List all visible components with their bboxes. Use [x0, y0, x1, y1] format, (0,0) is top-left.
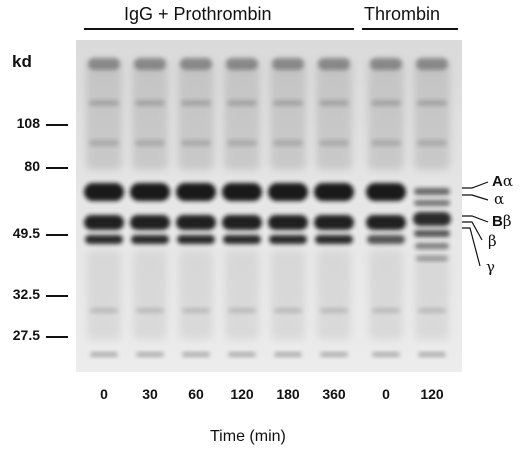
- mw-label-49-5: 49.5: [12, 225, 40, 241]
- gel-lane-7: [366, 58, 406, 357]
- mw-unit-label: kd: [12, 52, 32, 71]
- mw-label-80: 80: [24, 158, 40, 174]
- mw-tick-27-5: [46, 336, 68, 338]
- chain-pointer-lines: [462, 181, 489, 267]
- chain-label-beta: β: [488, 232, 497, 250]
- mw-tick-108: [46, 124, 68, 126]
- gel-lane-1: [84, 58, 124, 357]
- gel-lane-5: [268, 58, 308, 357]
- gel-lane-6: [314, 58, 354, 357]
- lane-label-30: 30: [142, 386, 158, 402]
- lane-label-0: 0: [100, 386, 108, 402]
- gel-lane-3: [176, 58, 216, 357]
- lane-label-120: 120: [230, 386, 254, 402]
- lane-label-thrombin-120: 120: [420, 386, 444, 402]
- mw-tick-80: [46, 167, 68, 169]
- chain-label-gamma: γ: [486, 258, 495, 276]
- group-bracket-thrombin: [362, 28, 458, 30]
- chain-label-b-beta: Bβ: [492, 212, 512, 230]
- mw-tick-32-5: [46, 295, 68, 297]
- chain-label-alpha: α: [494, 190, 505, 208]
- gel-image: [76, 40, 462, 372]
- group-label-igg-prothrombin: IgG + Prothrombin: [124, 4, 272, 24]
- gel-lane-4: [222, 58, 262, 357]
- gel-lane-8: [413, 58, 451, 357]
- x-axis-title: Time (min): [210, 428, 286, 445]
- mw-label-108: 108: [16, 115, 40, 131]
- mw-label-32-5: 32.5: [12, 286, 40, 302]
- lane-label-360: 360: [322, 386, 346, 402]
- mw-tick-49-5: [46, 234, 68, 236]
- mw-label-27-5: 27.5: [12, 327, 40, 343]
- chain-label-a-alpha: Aα: [492, 172, 513, 190]
- group-label-thrombin: Thrombin: [364, 4, 441, 24]
- lane-label-60: 60: [188, 386, 204, 402]
- lane-label-thrombin-0: 0: [382, 386, 390, 402]
- lane-label-180: 180: [276, 386, 300, 402]
- gel-lane-2: [130, 58, 170, 357]
- group-bracket-igg-prothrombin: [84, 28, 354, 30]
